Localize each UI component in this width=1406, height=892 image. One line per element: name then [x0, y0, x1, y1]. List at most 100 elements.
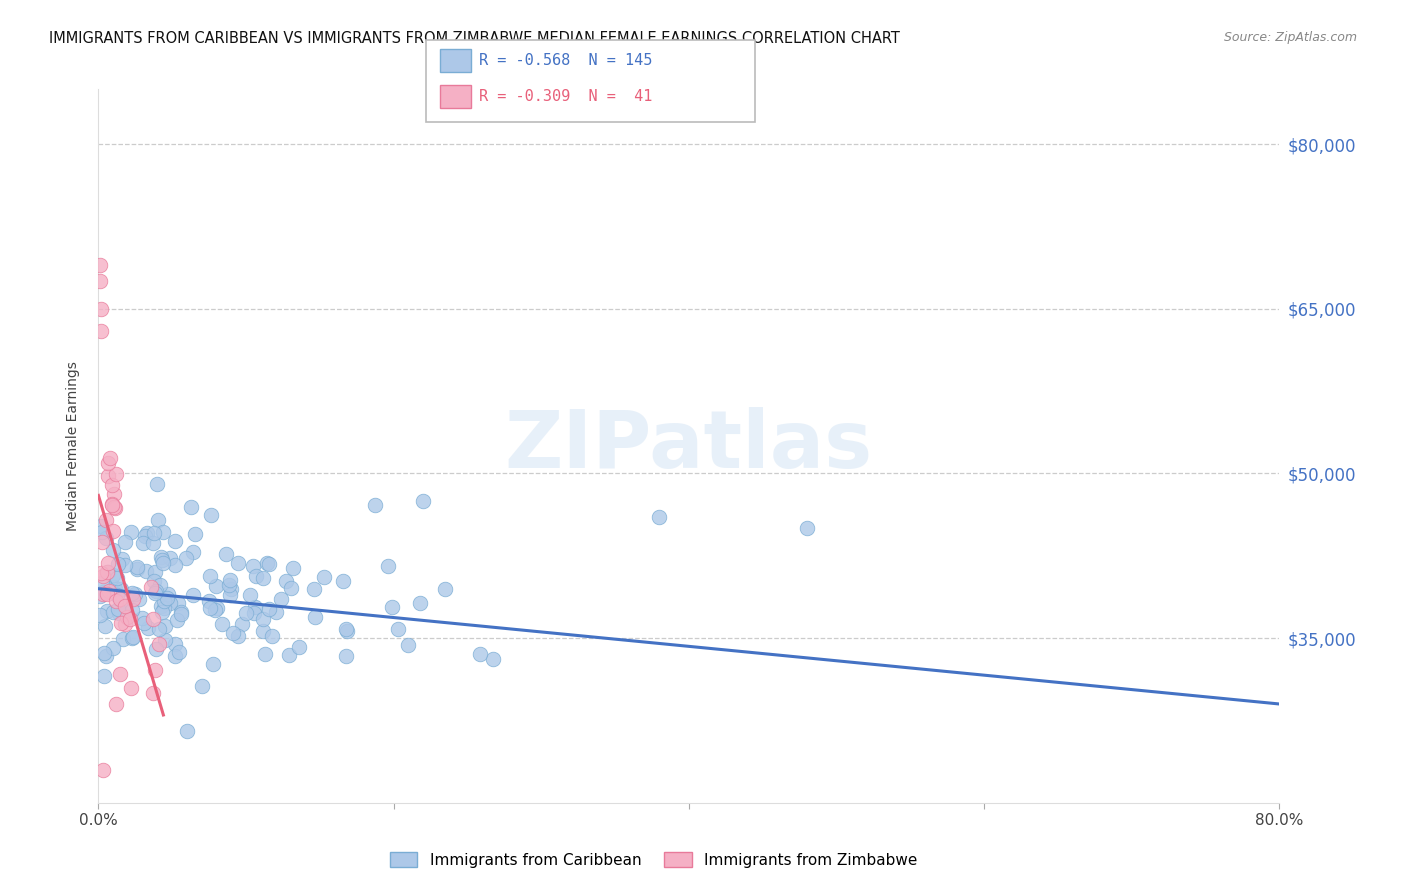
Point — [252, 571, 274, 585]
Point — [94, 531, 117, 545]
Point — [150, 552, 173, 566]
Point — [100, 498, 122, 512]
Point — [277, 648, 299, 662]
Point — [304, 610, 326, 624]
Point — [101, 497, 124, 511]
Point — [107, 557, 129, 571]
Point — [114, 616, 136, 631]
Point — [110, 592, 132, 607]
Point — [226, 629, 249, 643]
Point — [412, 494, 434, 508]
Point — [377, 558, 399, 573]
Point — [260, 629, 283, 643]
Point — [97, 556, 120, 570]
Point — [433, 582, 456, 596]
Point — [146, 477, 169, 491]
Point — [145, 642, 167, 657]
Point — [364, 498, 387, 512]
Point — [180, 500, 202, 514]
Point — [96, 565, 118, 579]
Point — [149, 578, 172, 592]
Point — [174, 550, 197, 565]
Point — [125, 560, 148, 574]
Point — [89, 607, 111, 622]
Point — [90, 566, 112, 580]
Point — [396, 639, 419, 653]
Point — [97, 565, 120, 579]
Point — [222, 626, 245, 640]
Point — [252, 612, 274, 626]
Point — [191, 680, 214, 694]
Point — [150, 605, 173, 619]
Point — [121, 603, 143, 617]
Point — [101, 605, 124, 619]
Point — [648, 510, 671, 524]
Point — [91, 524, 114, 539]
Point — [302, 582, 325, 596]
Point — [336, 624, 359, 638]
Point — [184, 527, 207, 541]
Point — [90, 519, 112, 533]
Point — [148, 637, 170, 651]
Point — [132, 535, 155, 549]
Point — [89, 589, 111, 603]
Point — [101, 567, 124, 582]
Point — [93, 646, 115, 660]
Point — [97, 468, 120, 483]
Text: IMMIGRANTS FROM CARIBBEAN VS IMMIGRANTS FROM ZIMBABWE MEDIAN FEMALE EARNINGS COR: IMMIGRANTS FROM CARIBBEAN VS IMMIGRANTS … — [49, 31, 900, 46]
Point — [409, 596, 432, 610]
Point — [253, 647, 276, 661]
Point — [115, 610, 138, 624]
Point — [231, 616, 253, 631]
Point — [90, 324, 112, 338]
Point — [122, 592, 145, 607]
Text: R = -0.568  N = 145: R = -0.568 N = 145 — [479, 54, 652, 68]
Point — [159, 596, 181, 610]
Point — [103, 500, 125, 514]
Point — [104, 467, 127, 482]
Point — [142, 685, 165, 699]
Point — [110, 616, 132, 631]
Point — [114, 535, 136, 549]
Point — [155, 633, 177, 648]
Point — [266, 605, 288, 619]
Point — [107, 602, 129, 616]
Point — [91, 575, 114, 590]
Point — [381, 600, 404, 615]
Point — [218, 573, 240, 587]
Point — [132, 616, 155, 631]
Point — [167, 645, 190, 659]
Point — [104, 582, 127, 596]
Point — [335, 622, 357, 636]
Point — [124, 587, 146, 601]
Point — [156, 591, 179, 605]
Point — [270, 591, 292, 606]
Point — [100, 451, 122, 466]
Point — [105, 594, 128, 608]
Point — [288, 640, 311, 655]
Point — [103, 640, 125, 655]
Point — [90, 301, 112, 316]
Point — [205, 579, 228, 593]
Point — [104, 500, 127, 515]
Point — [91, 568, 114, 582]
Point — [96, 587, 118, 601]
Point — [157, 587, 180, 601]
Point — [169, 605, 191, 619]
Point — [91, 534, 114, 549]
Point — [121, 586, 143, 600]
Point — [387, 622, 409, 636]
Point — [181, 588, 204, 602]
Point — [218, 578, 240, 592]
Point — [283, 560, 305, 574]
Point — [149, 599, 172, 613]
Point — [142, 525, 165, 540]
Point — [145, 663, 167, 677]
Point — [114, 558, 136, 573]
Point — [103, 486, 125, 500]
Point — [205, 601, 228, 615]
Point — [166, 613, 188, 627]
Point — [145, 584, 167, 599]
Point — [198, 568, 221, 582]
Point — [218, 588, 240, 602]
